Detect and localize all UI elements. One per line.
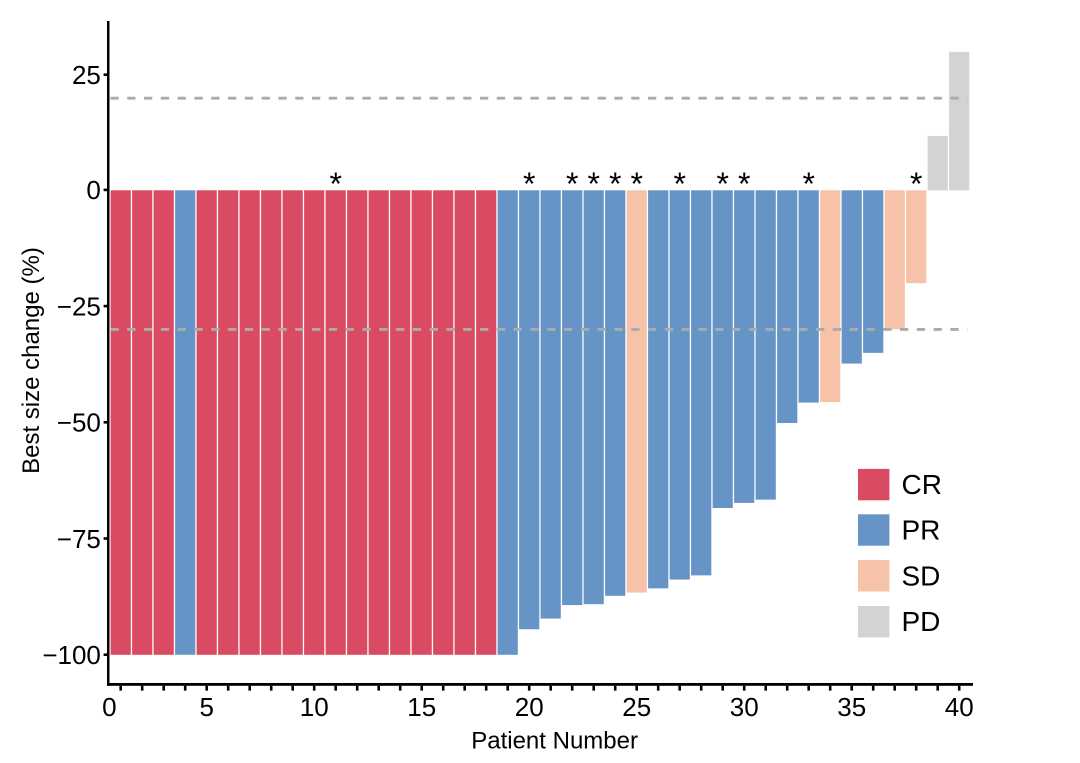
svg-text:25: 25 (622, 692, 651, 722)
svg-text:*: * (609, 166, 621, 202)
svg-text:−75: −75 (57, 524, 101, 554)
svg-text:*: * (630, 166, 642, 202)
svg-text:*: * (523, 166, 535, 202)
svg-text:*: * (329, 166, 341, 202)
svg-text:PR: PR (902, 515, 941, 546)
svg-text:*: * (802, 166, 814, 202)
svg-text:30: 30 (730, 692, 759, 722)
svg-text:*: * (738, 166, 750, 202)
svg-text:25: 25 (72, 60, 101, 90)
svg-text:*: * (587, 166, 599, 202)
svg-text:*: * (910, 166, 922, 202)
svg-text:0: 0 (102, 692, 116, 722)
svg-text:−50: −50 (57, 408, 101, 438)
svg-text:5: 5 (199, 692, 213, 722)
svg-text:PD: PD (902, 606, 941, 637)
svg-text:*: * (716, 166, 728, 202)
svg-text:*: * (566, 166, 578, 202)
svg-text:20: 20 (515, 692, 544, 722)
svg-text:*: * (673, 166, 685, 202)
svg-text:35: 35 (837, 692, 866, 722)
svg-text:Best size change (%): Best size change (%) (18, 247, 45, 474)
svg-text:SD: SD (902, 560, 941, 591)
svg-text:Patient Number: Patient Number (471, 728, 638, 755)
svg-text:40: 40 (945, 692, 974, 722)
svg-text:0: 0 (86, 175, 100, 205)
svg-text:CR: CR (902, 469, 942, 500)
svg-text:15: 15 (407, 692, 436, 722)
svg-text:−25: −25 (57, 291, 101, 321)
svg-text:10: 10 (300, 692, 329, 722)
svg-text:−100: −100 (42, 640, 101, 670)
